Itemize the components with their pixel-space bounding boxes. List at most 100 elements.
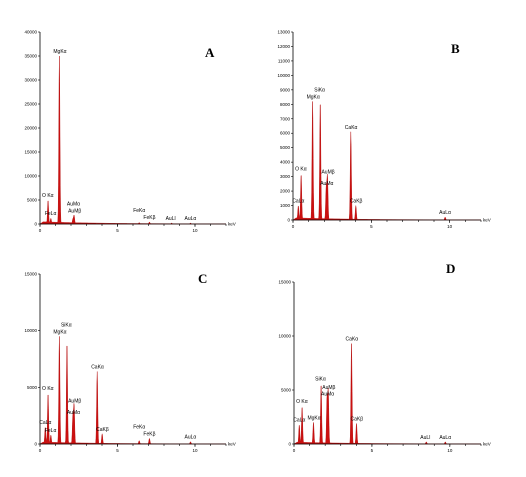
panel-letter: A (205, 45, 215, 60)
peak-label: MgKα (53, 329, 66, 335)
peak-label: AuMα (320, 181, 333, 187)
y-tick-label: 5000 (280, 145, 291, 150)
peak-label: CaKβ (96, 427, 109, 433)
peak-label: AuMβ (322, 385, 335, 391)
x-tick-label: 10 (192, 448, 198, 453)
peak-label: MgKα (307, 415, 320, 421)
x-tick-label: 0 (39, 448, 42, 453)
spectrum-panel-b: 0 1000 2000 3000 4000 5000 6000 7000 8000 9000 100… (263, 0, 526, 238)
x-tick-label: 5 (116, 228, 119, 233)
peak-label: AuLα (439, 435, 451, 441)
peak-label: AuLl (166, 216, 176, 222)
x-tick-label: 10 (447, 448, 453, 453)
y-tick-label: 25000 (24, 102, 37, 107)
peak-label: AuMα (67, 410, 80, 416)
x-unit-label: keV (228, 222, 236, 227)
y-tick-label: 10000 (24, 328, 37, 333)
y-tick-label: 12000 (277, 44, 290, 49)
peak-label: FeKβ (143, 215, 155, 221)
x-tick-label: 5 (370, 224, 373, 229)
y-tick-label: 6000 (280, 131, 291, 136)
y-tick-label: 15000 (278, 280, 291, 285)
peak-label: AuMβ (68, 208, 81, 214)
peak-label: AuLα (439, 210, 451, 216)
y-tick-label: 0 (34, 222, 37, 227)
spectrum-panel-c: 0 5000 10000 15000 0 5 10 keV CaLα O Kα FeLα MgKα Si… (0, 238, 263, 477)
y-tick-label: 4000 (280, 160, 291, 165)
peak-label: MgKα (53, 49, 66, 55)
peak-label: O Kα (295, 167, 307, 173)
y-tick-label: 40000 (24, 30, 37, 35)
y-tick-label: 0 (287, 218, 290, 223)
y-tick-label: 15000 (24, 150, 37, 155)
peak-label: FeKβ (143, 431, 155, 437)
panel-letter: B (451, 41, 460, 56)
peak-label: CaKβ (350, 416, 363, 422)
x-tick-label: 0 (292, 224, 295, 229)
y-tick-label: 10000 (24, 174, 37, 179)
peak-label: CaLα (39, 420, 51, 426)
peak-label: FeLα (45, 428, 57, 434)
peak-label: CaLα (292, 199, 304, 205)
spectrum-chart-b: 0100020003000400050006000700080009000100… (277, 30, 491, 230)
peak-label: AuMα (321, 392, 334, 398)
y-tick-label: 35000 (24, 54, 37, 59)
peak-label: O Kα (296, 399, 308, 405)
y-tick-label: 8000 (280, 102, 291, 107)
spectrum-chart-d: 0 5000 10000 15000 0 5 10 keV CaLα O Kα MgKα SiKα Au… (278, 261, 491, 453)
peak-label: CaKα (346, 337, 359, 343)
x-tick-label: 0 (39, 228, 42, 233)
peak-label: O Kα (42, 193, 54, 199)
peak-label: AuMα (67, 201, 80, 207)
y-tick-label: 1000 (280, 203, 291, 208)
spectrum-chart-c: 0 5000 10000 15000 0 5 10 keV CaLα O Kα FeLα MgKαSi… (24, 271, 236, 453)
peak-label: CaKα (345, 125, 358, 131)
y-tick-label: 13000 (277, 30, 290, 35)
x-tick-label: 5 (116, 448, 119, 453)
x-unit-label: keV (228, 442, 236, 447)
peak-label: AuLα (185, 435, 197, 441)
y-tick-label: 30000 (24, 78, 37, 83)
peak-label: AuLα (185, 216, 197, 222)
x-unit-label: keV (483, 442, 491, 447)
peak-label: MgKα (307, 94, 320, 100)
panel-letter: D (446, 261, 455, 276)
peak-label: AuLl (420, 435, 430, 441)
x-unit-label: keV (483, 218, 491, 223)
y-tick-label: 3000 (280, 174, 291, 179)
peak-label: O Kα (42, 386, 54, 392)
peak-label: CaLα (293, 418, 305, 424)
peak-label: CaKα (91, 364, 104, 370)
y-tick-label: 7000 (280, 116, 291, 121)
peak-label: AuMβ (68, 398, 81, 404)
y-tick-label: 0 (288, 442, 291, 447)
y-tick-label: 10000 (278, 334, 291, 339)
y-tick-label: 9000 (280, 87, 291, 92)
peak-label: FeKα (133, 424, 145, 430)
peak-label: SiKα (61, 322, 72, 328)
peak-label: FeLα (45, 211, 57, 217)
peak-label: AuMβ (321, 170, 334, 176)
spectrum-area (39, 55, 227, 225)
peak-label: SiKα (315, 377, 326, 383)
spectrum-area (292, 101, 482, 221)
spectrum-panel-a: 0 5000 10000 15000 20000 25000 30000 35000 40000… (0, 0, 263, 238)
x-tick-label: 0 (293, 448, 296, 453)
y-tick-label: 2000 (280, 189, 291, 194)
y-tick-label: 5000 (27, 385, 38, 390)
y-tick-label: 11000 (278, 58, 291, 63)
peak-label: CaKβ (350, 199, 363, 205)
y-tick-label: 5000 (281, 388, 292, 393)
y-tick-label: 20000 (24, 126, 37, 131)
x-tick-label: 5 (371, 448, 374, 453)
spectrum-panel-d: 0 5000 10000 15000 0 5 10 keV CaLα O Kα MgKα SiKα Au… (263, 238, 526, 477)
spectrum-chart-a: 0 5000 10000 15000 20000 25000 30000 35000 40000… (24, 30, 236, 234)
x-tick-label: 10 (192, 228, 198, 233)
y-tick-label: 10000 (277, 73, 290, 78)
y-tick-label: 15000 (24, 272, 37, 277)
peak-label: FeKα (133, 208, 145, 214)
x-tick-label: 10 (447, 224, 453, 229)
peak-label: SiKα (314, 87, 325, 93)
panel-letter: C (198, 271, 207, 286)
y-tick-label: 5000 (27, 198, 38, 203)
